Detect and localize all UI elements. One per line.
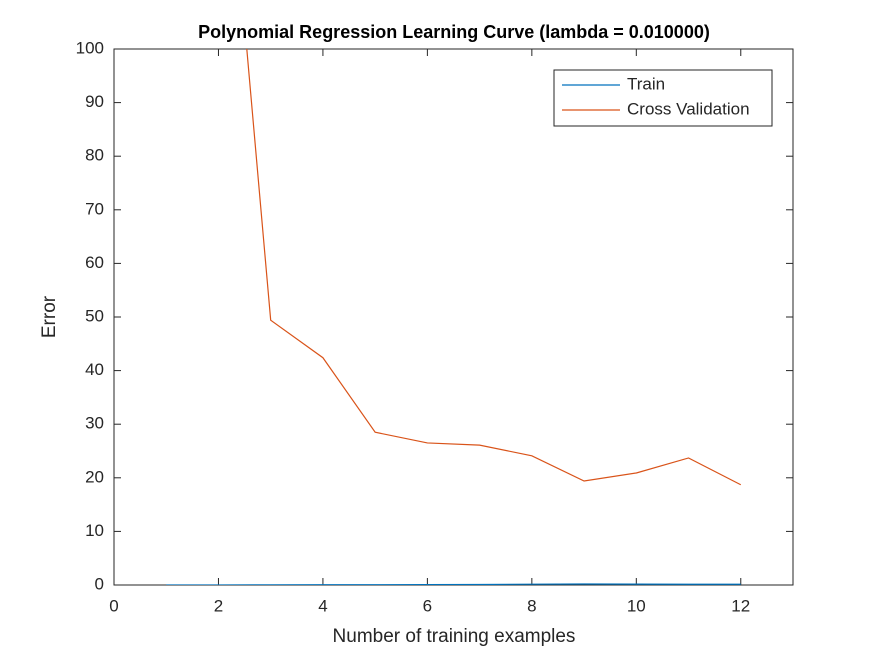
x-tick-label: 12	[731, 596, 750, 615]
x-tick-label: 8	[527, 596, 536, 615]
y-tick-label: 90	[85, 92, 104, 111]
data-line	[166, 583, 741, 585]
y-tick-label: 0	[95, 574, 104, 593]
x-tick-label: 2	[214, 596, 223, 615]
y-tick-label: 40	[85, 360, 104, 379]
y-tick-label: 20	[85, 467, 104, 486]
data-line	[246, 49, 742, 486]
chart-title: Polynomial Regression Learning Curve (la…	[198, 22, 710, 42]
y-tick-label: 80	[85, 146, 104, 165]
y-tick-label: 60	[85, 253, 104, 272]
legend-label: Train	[627, 74, 665, 93]
x-axis-label: Number of training examples	[333, 626, 576, 647]
y-tick-label: 10	[85, 521, 104, 540]
plot-frame	[113, 48, 794, 586]
y-axis-label: Error	[39, 295, 60, 338]
legend-box	[553, 69, 773, 127]
x-tick-label: 0	[109, 596, 118, 615]
y-tick-label: 50	[85, 306, 104, 325]
y-tick-label: 70	[85, 199, 104, 218]
y-tick-label: 100	[76, 38, 104, 57]
x-tick-label: 6	[423, 596, 432, 615]
y-tick-label: 30	[85, 414, 104, 433]
legend-label: Cross Validation	[627, 99, 750, 118]
x-tick-label: 10	[627, 596, 646, 615]
x-tick-label: 4	[318, 596, 327, 615]
plot-area	[166, 49, 742, 585]
